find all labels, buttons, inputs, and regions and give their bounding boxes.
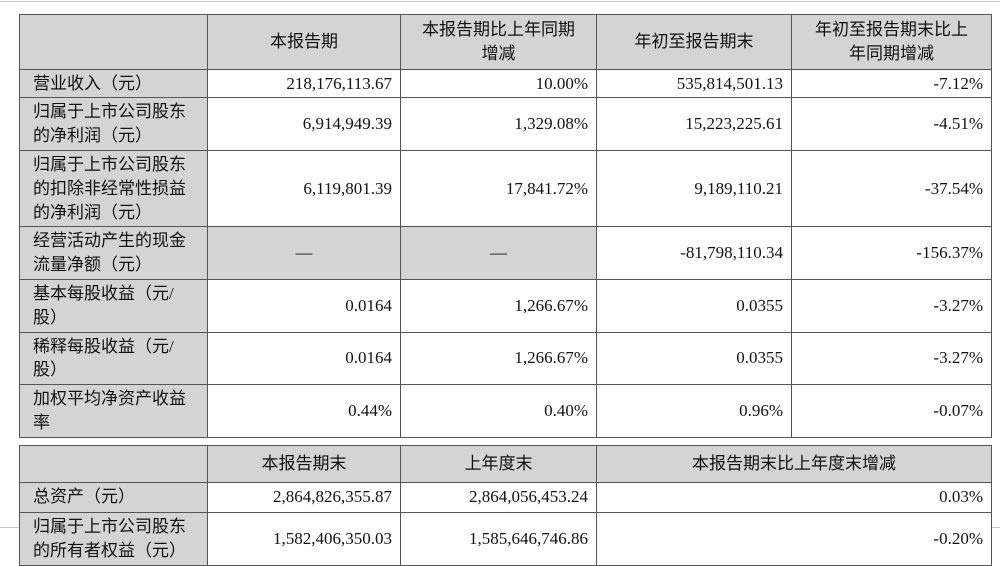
table-row-diluted-eps: 稀释每股收益（元/股） 0.0164 1,266.67% 0.0355 -3.2… (19, 331, 992, 386)
value-cell: 0.44% (207, 384, 401, 438)
value-cell: 0.0355 (596, 331, 792, 386)
value-cell: 0.03% (596, 481, 992, 513)
value-cell: -37.54% (791, 149, 992, 228)
value-cell: -7.12% (791, 68, 992, 99)
value-cell: 6,119,801.39 (207, 149, 401, 228)
value-cell: 6,914,949.39 (207, 97, 401, 151)
value-cell: 2,864,826,355.87 (207, 481, 401, 513)
value-cell: -0.07% (791, 384, 992, 438)
header-cell-current-period: 本报告期 (207, 14, 401, 70)
table-row-total-assets: 总资产（元） 2,864,826,355.87 2,864,056,453.24… (19, 481, 992, 513)
table-row-weighted-avg-roe: 加权平均净资产收益率 0.44% 0.40% 0.96% -0.07% (19, 384, 992, 438)
row-label: 基本每股收益（元/股） (19, 278, 208, 333)
table-row-operating-cash-flow: 经营活动产生的现金流量净额（元） — — -81,798,110.34 -156… (19, 226, 992, 280)
value-cell: 1,585,646,746.86 (400, 511, 597, 566)
report-tables-container: 本报告期 本报告期比上年同期增减 年初至报告期末 年初至报告期末比上年同期增减 … (19, 14, 992, 566)
value-cell: -156.37% (791, 226, 992, 280)
value-cell: 0.40% (400, 384, 597, 438)
value-cell: 0.96% (596, 384, 792, 438)
header-cell-ytd: 年初至报告期末 (596, 14, 792, 70)
header-cell-ytd-yoy-change: 年初至报告期末比上年同期增减 (791, 14, 992, 70)
table-row-net-profit: 归属于上市公司股东的净利润（元） 6,914,949.39 1,329.08% … (19, 97, 992, 151)
table-row-net-profit-excl-nonrecurring: 归属于上市公司股东的扣除非经常性损益的净利润（元） 6,119,801.39 1… (19, 149, 992, 228)
table-header-row: 本报告期末 上年度末 本报告期末比上年度末增减 (19, 444, 992, 483)
value-cell: -3.27% (791, 278, 992, 333)
value-cell: -4.51% (791, 97, 992, 151)
header-cell-period-end-change: 本报告期末比上年度末增减 (596, 444, 992, 483)
value-cell: -81,798,110.34 (596, 226, 792, 280)
top-rule (0, 1, 1000, 2)
header-cell-blank (19, 14, 208, 70)
row-label: 总资产（元） (19, 481, 208, 513)
row-label: 加权平均净资产收益率 (19, 384, 208, 438)
table-row-shareholders-equity: 归属于上市公司股东的所有者权益（元） 1,582,406,350.03 1,58… (19, 511, 992, 566)
value-cell: 1,266.67% (400, 278, 597, 333)
table-header-row: 本报告期 本报告期比上年同期增减 年初至报告期末 年初至报告期末比上年同期增减 (19, 14, 992, 70)
value-cell: 1,582,406,350.03 (207, 511, 401, 566)
balance-snapshot-table: 本报告期末 上年度末 本报告期末比上年度末增减 总资产（元） 2,864,826… (19, 444, 992, 566)
header-cell-prior-year-end: 上年度末 (400, 444, 597, 483)
row-label: 归属于上市公司股东的净利润（元） (19, 97, 208, 151)
row-label: 归属于上市公司股东的所有者权益（元） (19, 511, 208, 566)
value-cell: 0.0164 (207, 278, 401, 333)
row-label: 稀释每股收益（元/股） (19, 331, 208, 386)
value-cell: -0.20% (596, 511, 992, 566)
header-cell-period-yoy-change: 本报告期比上年同期增减 (400, 14, 597, 70)
row-label: 营业收入（元） (19, 68, 208, 99)
header-cell-blank (19, 444, 208, 483)
value-cell: 9,189,110.21 (596, 149, 792, 228)
row-label: 经营活动产生的现金流量净额（元） (19, 226, 208, 280)
value-cell: 0.0164 (207, 331, 401, 386)
table-row-basic-eps: 基本每股收益（元/股） 0.0164 1,266.67% 0.0355 -3.2… (19, 278, 992, 333)
value-cell: 10.00% (400, 68, 597, 99)
value-cell: 2,864,056,453.24 (400, 481, 597, 513)
value-cell: 0.0355 (596, 278, 792, 333)
value-cell: 535,814,501.13 (596, 68, 792, 99)
value-cell: 1,266.67% (400, 331, 597, 386)
quarterly-summary-table: 本报告期 本报告期比上年同期增减 年初至报告期末 年初至报告期末比上年同期增减 … (19, 14, 992, 438)
value-cell-dash: — (400, 226, 597, 280)
value-cell: 17,841.72% (400, 149, 597, 228)
value-cell: 218,176,113.67 (207, 68, 401, 99)
value-cell: -3.27% (791, 331, 992, 386)
header-cell-period-end: 本报告期末 (207, 444, 401, 483)
value-cell-dash: — (207, 226, 401, 280)
table-row-revenue: 营业收入（元） 218,176,113.67 10.00% 535,814,50… (19, 68, 992, 99)
value-cell: 1,329.08% (400, 97, 597, 151)
value-cell: 15,223,225.61 (596, 97, 792, 151)
row-label: 归属于上市公司股东的扣除非经常性损益的净利润（元） (19, 149, 208, 228)
